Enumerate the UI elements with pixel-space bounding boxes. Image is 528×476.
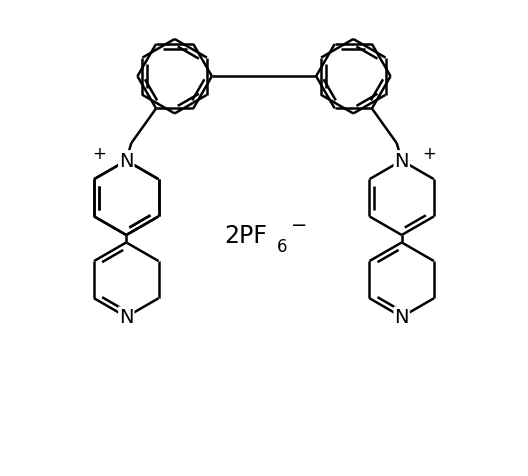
Text: −: − [291,215,308,234]
Text: +: + [422,145,436,163]
Text: N: N [119,152,134,171]
Text: N: N [119,307,134,327]
Text: 2PF: 2PF [224,224,267,248]
Text: +: + [92,145,106,163]
Text: N: N [394,152,409,171]
Text: N: N [394,307,409,327]
Text: 6: 6 [276,238,287,256]
